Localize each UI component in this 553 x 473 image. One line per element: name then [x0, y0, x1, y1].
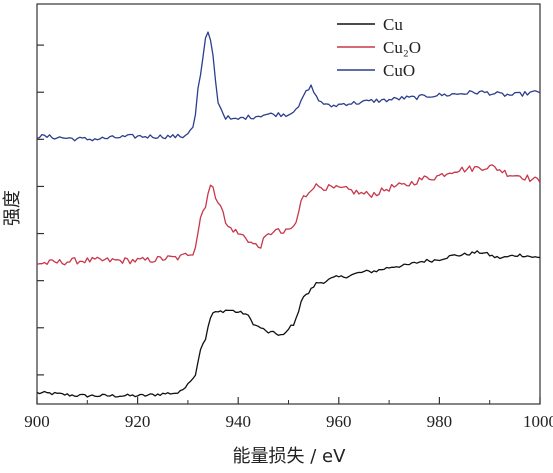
series-line-cuo [36, 31, 541, 142]
x-tick-label-980: 980 [427, 412, 453, 431]
legend-label-1: Cu₂O [383, 38, 421, 57]
y-axis-label: 强度 [2, 190, 23, 226]
plot-frame [36, 3, 541, 405]
series-line-cu [36, 250, 541, 398]
series-line-cu2o [36, 164, 541, 266]
x-tick-label-920: 920 [125, 412, 151, 431]
legend: Cu Cu₂O CuO [337, 15, 421, 80]
x-axis-ticks: 900 920 940 960 980 1000 [24, 397, 553, 431]
legend-label-2: CuO [383, 61, 415, 80]
series-layer [36, 31, 541, 398]
x-tick-label-1000: 1000 [523, 412, 553, 431]
x-tick-label-900: 900 [24, 412, 50, 431]
x-tick-label-940: 940 [225, 412, 251, 431]
y-axis-ticks [37, 44, 44, 376]
x-axis-label: 能量损失 / eV [233, 446, 347, 467]
legend-label-0: Cu [383, 15, 403, 34]
x-tick-label-960: 960 [326, 412, 352, 431]
